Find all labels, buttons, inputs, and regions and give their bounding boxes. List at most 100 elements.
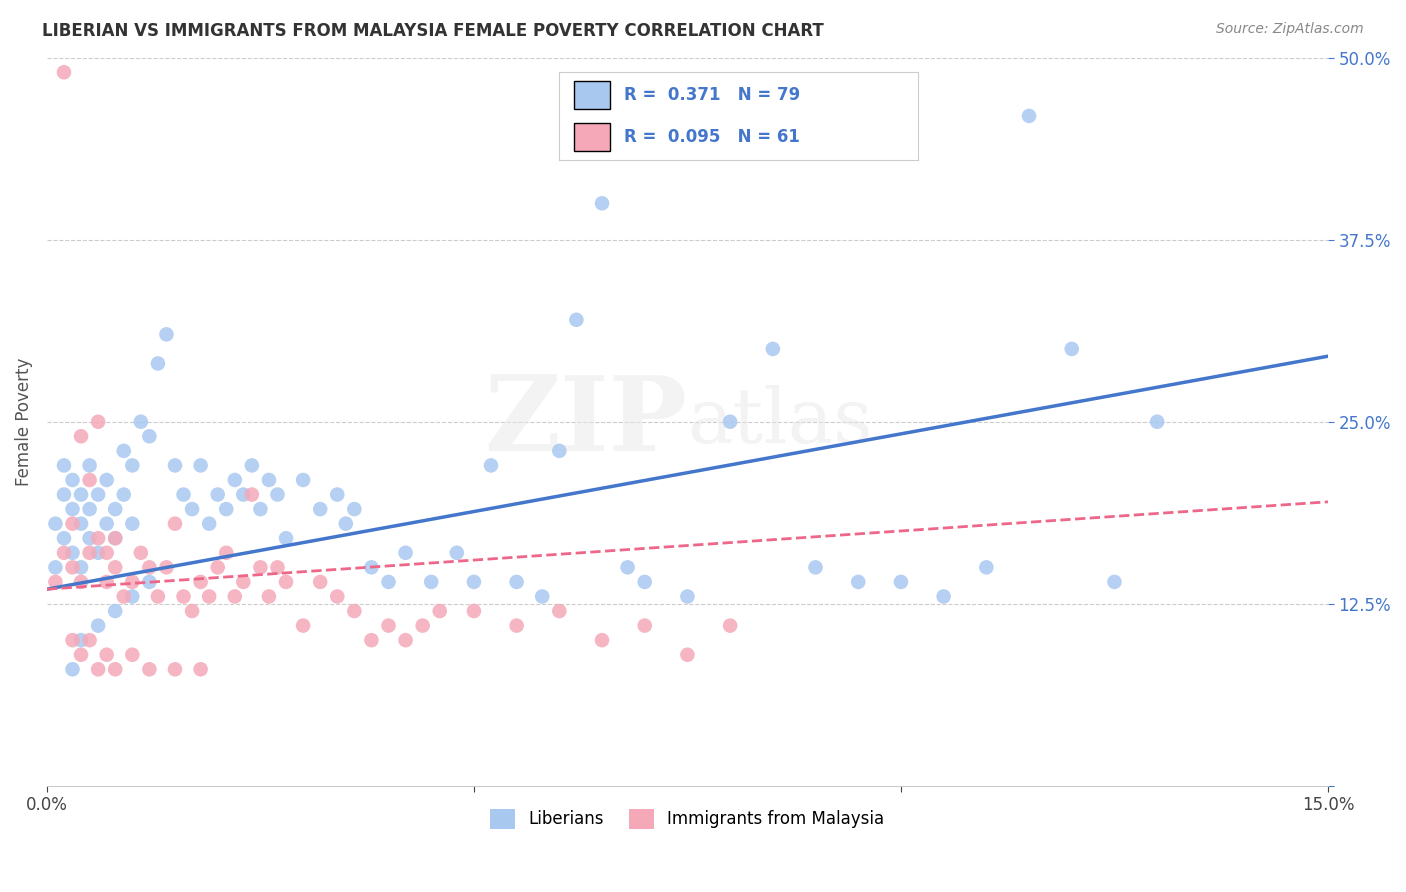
Point <box>634 574 657 589</box>
Point <box>62 662 84 676</box>
Point <box>52 531 75 545</box>
Point <box>360 633 382 648</box>
Point <box>138 429 160 443</box>
Point <box>1146 415 1168 429</box>
Point <box>976 560 998 574</box>
Point <box>87 546 110 560</box>
Point <box>87 415 110 429</box>
Point <box>79 633 101 648</box>
Point <box>190 458 212 473</box>
Point <box>112 487 135 501</box>
Text: Source: ZipAtlas.com: Source: ZipAtlas.com <box>1216 22 1364 37</box>
Point <box>121 458 143 473</box>
Text: ZIP: ZIP <box>485 371 688 473</box>
Point <box>96 648 118 662</box>
Point <box>181 604 204 618</box>
Point <box>548 604 571 618</box>
Point <box>138 560 160 574</box>
Text: atlas: atlas <box>688 384 873 458</box>
Point <box>70 574 93 589</box>
Point <box>394 546 416 560</box>
Point <box>70 429 93 443</box>
Point <box>505 618 527 632</box>
Point <box>104 502 127 516</box>
Point <box>129 415 152 429</box>
Point <box>44 516 66 531</box>
Point <box>292 618 315 632</box>
Point <box>62 546 84 560</box>
Point <box>155 560 177 574</box>
Point <box>804 560 827 574</box>
Point <box>1104 574 1126 589</box>
Point <box>173 487 195 501</box>
Point <box>121 590 143 604</box>
Point <box>463 574 485 589</box>
Point <box>79 546 101 560</box>
Point <box>1018 109 1040 123</box>
Text: LIBERIAN VS IMMIGRANTS FROM MALAYSIA FEMALE POVERTY CORRELATION CHART: LIBERIAN VS IMMIGRANTS FROM MALAYSIA FEM… <box>42 22 824 40</box>
Point <box>121 648 143 662</box>
Point <box>676 590 699 604</box>
Point <box>531 590 554 604</box>
Point <box>96 473 118 487</box>
Y-axis label: Female Poverty: Female Poverty <box>15 358 32 486</box>
Point <box>207 560 229 574</box>
Point <box>343 604 366 618</box>
Point <box>52 65 75 79</box>
Point <box>207 487 229 501</box>
Point <box>249 502 271 516</box>
Point <box>96 516 118 531</box>
Point <box>163 458 186 473</box>
Point <box>198 516 221 531</box>
Point <box>155 327 177 342</box>
Point <box>846 574 869 589</box>
Point <box>79 531 101 545</box>
Point <box>718 415 741 429</box>
Point <box>343 502 366 516</box>
Point <box>309 502 332 516</box>
Point <box>70 487 93 501</box>
Point <box>240 487 263 501</box>
Point <box>104 560 127 574</box>
Point <box>565 313 588 327</box>
Point <box>104 662 127 676</box>
Point <box>163 662 186 676</box>
Point <box>129 546 152 560</box>
Point <box>377 618 399 632</box>
Point <box>266 487 288 501</box>
Point <box>232 574 254 589</box>
Point <box>70 633 93 648</box>
Point <box>52 458 75 473</box>
Point <box>718 618 741 632</box>
Point <box>394 633 416 648</box>
Point <box>96 546 118 560</box>
Point <box>52 487 75 501</box>
Point <box>96 574 118 589</box>
Point <box>70 516 93 531</box>
Point <box>274 574 297 589</box>
Point <box>479 458 502 473</box>
Point <box>215 546 238 560</box>
Point <box>309 574 332 589</box>
Point <box>224 590 246 604</box>
Point <box>70 648 93 662</box>
Point <box>104 531 127 545</box>
Point <box>70 560 93 574</box>
Point <box>257 473 280 487</box>
Point <box>79 458 101 473</box>
Point <box>62 502 84 516</box>
Point <box>181 502 204 516</box>
Point <box>87 618 110 632</box>
Point <box>138 662 160 676</box>
Point <box>79 502 101 516</box>
Point <box>377 574 399 589</box>
Point <box>335 516 357 531</box>
Point <box>274 531 297 545</box>
Point <box>932 590 955 604</box>
Point <box>146 590 169 604</box>
Point <box>548 443 571 458</box>
Point <box>121 516 143 531</box>
Point <box>591 196 613 211</box>
Point <box>215 502 238 516</box>
Point <box>257 590 280 604</box>
